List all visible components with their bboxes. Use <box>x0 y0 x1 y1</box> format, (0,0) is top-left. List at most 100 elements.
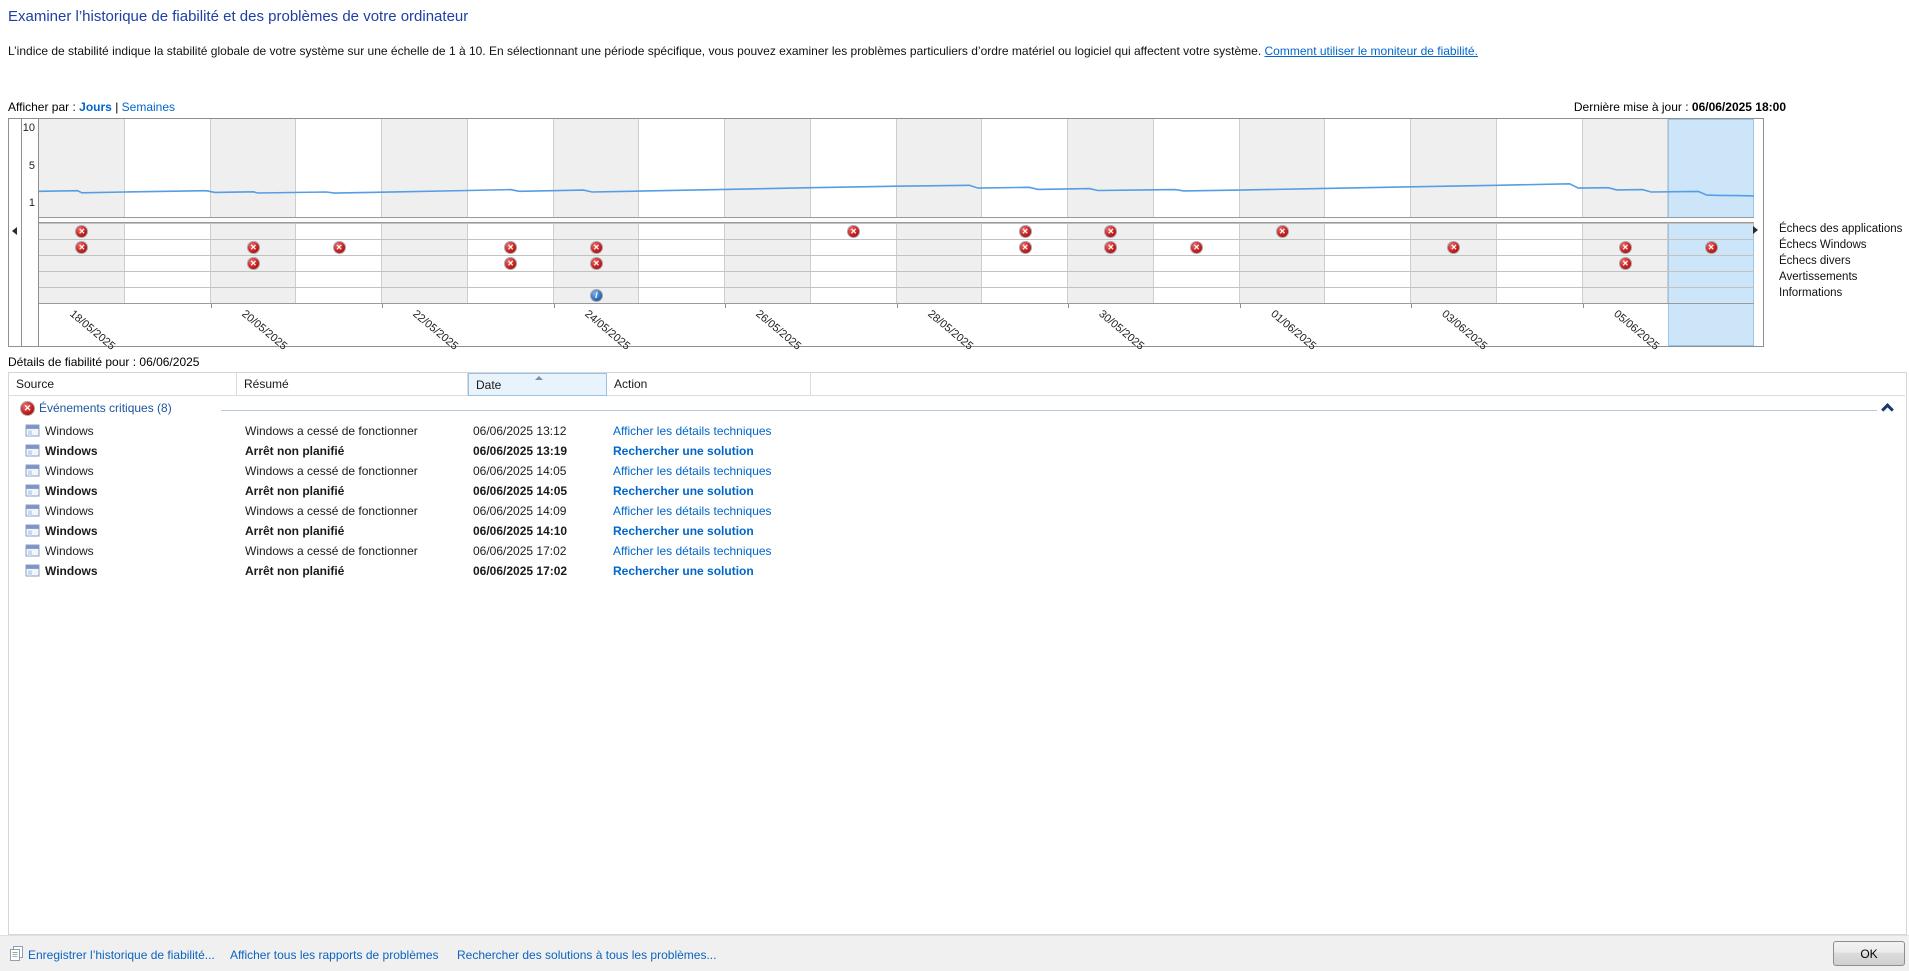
column-header-action[interactable]: Action <box>607 373 811 396</box>
chart-day-column[interactable] <box>125 119 211 303</box>
action-link[interactable]: Rechercher une solution <box>613 564 754 578</box>
chart-separator <box>39 217 1754 223</box>
action-link[interactable]: Rechercher une solution <box>613 444 754 458</box>
chart-day-column[interactable] <box>1154 119 1240 303</box>
ok-button[interactable]: OK <box>1833 941 1905 966</box>
critical-event-icon[interactable]: ✕ <box>1018 241 1032 254</box>
help-link[interactable]: Comment utiliser le moniteur de fiabilit… <box>1264 44 1478 58</box>
icon-row-divider <box>39 271 1754 272</box>
critical-event-icon[interactable]: ✕ <box>589 257 603 270</box>
action-link[interactable]: Rechercher une solution <box>613 484 754 498</box>
selected-day-column[interactable] <box>1668 119 1754 346</box>
chart-day-column[interactable] <box>982 119 1068 303</box>
check-solutions-link[interactable]: Rechercher des solutions à tous les prob… <box>457 948 717 962</box>
view-all-reports-link[interactable]: Afficher tous les rapports de problèmes <box>230 948 439 962</box>
date-axis-line <box>39 303 1754 304</box>
event-summary: Windows a cessé de fonctionner <box>245 424 418 438</box>
event-date: 06/06/2025 13:12 <box>473 424 567 438</box>
chart-day-column[interactable] <box>382 119 468 303</box>
chart-day-column[interactable] <box>1325 119 1411 303</box>
x-axis-date-label: 20/05/2025 <box>238 308 289 353</box>
critical-event-icon[interactable]: ✕ <box>246 241 260 254</box>
event-date: 06/06/2025 17:02 <box>473 564 568 578</box>
critical-event-icon[interactable]: ✕ <box>1104 225 1118 238</box>
action-link[interactable]: Rechercher une solution <box>613 524 754 538</box>
action-link[interactable]: Afficher les détails techniques <box>613 424 772 438</box>
windows-source-icon <box>25 444 41 461</box>
chart-day-column[interactable] <box>811 119 897 303</box>
critical-event-icon[interactable]: ✕ <box>504 241 518 254</box>
critical-event-icon[interactable]: ✕ <box>504 257 518 270</box>
x-axis-date-label: 18/05/2025 <box>67 308 118 353</box>
chart-day-column[interactable] <box>39 119 125 303</box>
scroll-right-button[interactable] <box>1753 226 1758 234</box>
critical-event-icon[interactable]: ✕ <box>1104 241 1118 254</box>
event-date: 06/06/2025 14:09 <box>473 504 567 518</box>
event-summary: Windows a cessé de fonctionner <box>245 464 418 478</box>
chart-day-column[interactable] <box>896 119 983 303</box>
group-divider-line <box>221 410 1877 411</box>
critical-event-icon[interactable]: ✕ <box>332 241 346 254</box>
critical-event-icon[interactable]: ✕ <box>847 225 861 238</box>
page-description: L’indice de stabilité indique la stabili… <box>8 44 1478 58</box>
chart-day-column[interactable] <box>1239 119 1326 303</box>
event-row[interactable]: Windows Windows a cessé de fonctionner 06/… <box>9 461 1906 481</box>
event-row[interactable]: Windows Windows a cessé de fonctionner 06/… <box>9 421 1906 441</box>
critical-event-icon[interactable]: ✕ <box>1618 241 1632 254</box>
chart-day-column[interactable] <box>468 119 554 303</box>
scroll-left-button[interactable] <box>12 227 17 235</box>
event-row[interactable]: Windows Arrêt non planifié 06/06/2025 14:1… <box>9 521 1906 541</box>
chart-day-column[interactable] <box>1411 119 1497 303</box>
chart-day-column[interactable] <box>725 119 811 303</box>
critical-group-label[interactable]: Événements critiques (8) <box>39 401 172 415</box>
event-source: Windows <box>45 484 98 498</box>
collapse-group-chevron-icon[interactable] <box>1881 403 1894 416</box>
event-row[interactable]: Windows Windows a cessé de fonctionner 06/… <box>9 541 1906 561</box>
icon-row-divider <box>39 239 1754 240</box>
critical-event-icon[interactable]: ✕ <box>1618 257 1632 270</box>
column-header-rsum[interactable]: Résumé <box>237 373 468 396</box>
critical-group-icon: ✕ <box>20 401 35 416</box>
chart-day-column[interactable] <box>639 119 725 303</box>
action-link[interactable]: Afficher les détails techniques <box>613 544 772 558</box>
save-history-link[interactable]: Enregistrer l’historique de fiabilité... <box>28 948 215 962</box>
critical-event-icon[interactable]: ✕ <box>75 225 89 238</box>
event-row[interactable]: Windows Arrêt non planifié 06/06/2025 13:1… <box>9 441 1906 461</box>
event-row[interactable]: Windows Arrêt non planifié 06/06/2025 14:0… <box>9 481 1906 501</box>
x-axis-date-label: 01/06/2025 <box>1267 308 1318 353</box>
critical-events-group-row[interactable]: ✕ Événements critiques (8) <box>9 399 1906 419</box>
view-separator: | <box>115 100 119 114</box>
critical-event-icon[interactable]: ✕ <box>246 257 260 270</box>
event-source: Windows <box>45 504 94 518</box>
column-header-source[interactable]: Source <box>9 373 237 396</box>
x-axis-date-label: 03/06/2025 <box>1439 308 1490 353</box>
chart-day-column[interactable] <box>553 119 640 303</box>
event-row[interactable]: Windows Arrêt non planifié 06/06/2025 17:0… <box>9 561 1906 581</box>
event-summary: Windows a cessé de fonctionner <box>245 544 418 558</box>
action-link[interactable]: Afficher les détails techniques <box>613 464 772 478</box>
view-by-label: Afficher par : <box>8 100 76 114</box>
x-axis-tick <box>210 304 212 308</box>
critical-event-icon[interactable]: ✕ <box>589 241 603 254</box>
event-row[interactable]: Windows Windows a cessé de fonctionner 06/… <box>9 501 1906 521</box>
chart-day-column[interactable] <box>210 119 297 303</box>
critical-event-icon[interactable]: ✕ <box>1190 241 1204 254</box>
column-header-empty <box>811 373 1905 396</box>
x-axis-tick <box>1239 304 1241 308</box>
action-link[interactable]: Afficher les détails techniques <box>613 504 772 518</box>
information-event-icon[interactable]: i <box>589 289 603 302</box>
chart-day-column[interactable] <box>1497 119 1583 303</box>
critical-event-icon[interactable]: ✕ <box>1275 225 1289 238</box>
event-summary: Arrêt non planifié <box>245 524 345 538</box>
critical-event-icon[interactable]: ✕ <box>75 241 89 254</box>
critical-event-icon[interactable]: ✕ <box>1018 225 1032 238</box>
windows-source-icon <box>25 564 41 581</box>
column-header-date[interactable]: Date <box>468 373 607 396</box>
chart-day-column[interactable] <box>1582 119 1669 303</box>
critical-event-icon[interactable]: ✕ <box>1447 241 1461 254</box>
chart-day-column[interactable] <box>296 119 382 303</box>
critical-event-icon[interactable]: ✕ <box>1704 241 1718 254</box>
chart-day-column[interactable] <box>1068 119 1154 303</box>
view-weeks-link[interactable]: Semaines <box>121 100 176 114</box>
view-days-link[interactable]: Jours <box>79 100 112 114</box>
